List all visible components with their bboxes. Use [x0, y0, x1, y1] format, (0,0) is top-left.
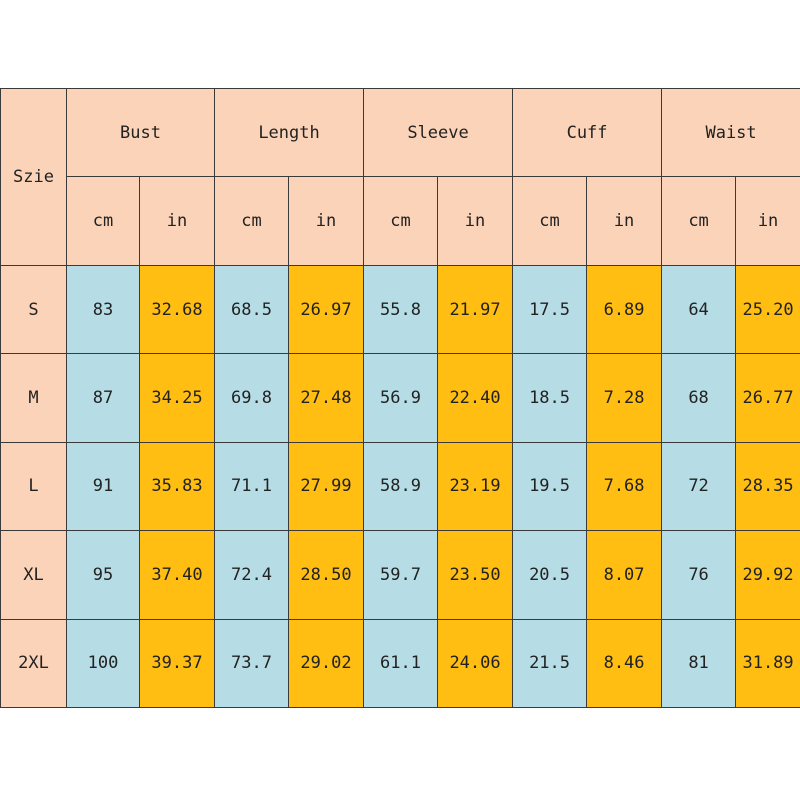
cuff-cm-cell: 19.5	[512, 441, 588, 532]
unit-header: in	[586, 176, 663, 266]
waist-cm-cell: 68	[661, 353, 737, 443]
sleeve-in-cell: 23.19	[437, 441, 514, 532]
size-label: 2XL	[0, 618, 67, 709]
waist-in-cell: 25.20	[735, 264, 800, 355]
waist-cm-cell: 76	[661, 530, 737, 620]
table-row: L 91 35.83 71.1 27.99 58.9 23.19 19.5 7.…	[0, 441, 800, 532]
unit-header: in	[735, 176, 800, 266]
cuff-in-cell: 8.07	[586, 530, 663, 620]
waist-in-cell: 29.92	[735, 530, 800, 620]
waist-in-cell: 28.35	[735, 441, 800, 532]
table-row: XL 95 37.40 72.4 28.50 59.7 23.50 20.5 8…	[0, 530, 800, 620]
bust-in-cell: 32.68	[138, 264, 216, 355]
length-cm-cell: 68.5	[214, 264, 290, 355]
length-cm-cell: 69.8	[214, 353, 290, 443]
waist-cm-cell: 64	[661, 264, 737, 355]
length-in-cell: 29.02	[288, 618, 365, 709]
unit-header: cm	[214, 176, 290, 266]
cuff-cm-cell: 21.5	[512, 618, 588, 709]
waist-in-cell: 26.77	[735, 353, 800, 443]
unit-header-row: cm in cm in cm in cm in cm in	[1, 176, 800, 266]
length-cm-cell: 71.1	[214, 441, 290, 532]
unit-header: cm	[512, 176, 588, 266]
bust-cm-cell: 95	[66, 530, 140, 620]
length-cm-cell: 73.7	[214, 618, 290, 709]
table-row: S 83 32.68 68.5 26.97 55.8 21.97 17.5 6.…	[0, 264, 800, 355]
length-in-cell: 27.48	[288, 353, 365, 443]
size-chart: Szie Bust Length Sleeve Cuff Waist cm in…	[0, 87, 800, 709]
unit-header: cm	[363, 176, 439, 266]
sleeve-in-cell: 22.40	[437, 353, 514, 443]
bust-group-header: Bust	[65, 87, 216, 178]
cuff-in-cell: 6.89	[586, 264, 663, 355]
cuff-in-cell: 7.68	[586, 441, 663, 532]
length-in-cell: 26.97	[288, 264, 365, 355]
waist-group-header: Waist	[661, 87, 800, 178]
sleeve-cm-cell: 59.7	[363, 530, 439, 620]
bust-cm-cell: 91	[66, 441, 140, 532]
unit-header: cm	[661, 176, 737, 266]
waist-cm-cell: 81	[661, 618, 737, 709]
sleeve-cm-cell: 56.9	[363, 353, 439, 443]
bust-cm-cell: 100	[66, 618, 140, 709]
size-label: L	[0, 441, 67, 532]
size-column-header: Szie	[0, 88, 67, 266]
size-label: XL	[0, 530, 67, 620]
sleeve-in-cell: 24.06	[437, 618, 514, 709]
bust-cm-cell: 87	[66, 353, 140, 443]
sleeve-in-cell: 21.97	[437, 264, 514, 355]
bust-in-cell: 34.25	[138, 353, 216, 443]
bust-in-cell: 37.40	[138, 530, 216, 620]
bust-in-cell: 35.83	[138, 441, 216, 532]
length-group-header: Length	[214, 87, 365, 178]
waist-in-cell: 31.89	[735, 618, 800, 709]
unit-header: in	[138, 176, 216, 266]
cuff-in-cell: 7.28	[586, 353, 663, 443]
sleeve-group-header: Sleeve	[363, 87, 514, 178]
cuff-cm-cell: 17.5	[512, 264, 588, 355]
group-header-row: Szie Bust Length Sleeve Cuff Waist	[0, 87, 800, 266]
size-label: M	[0, 353, 67, 443]
table-row: M 87 34.25 69.8 27.48 56.9 22.40 18.5 7.…	[0, 353, 800, 443]
sleeve-cm-cell: 55.8	[363, 264, 439, 355]
length-in-cell: 28.50	[288, 530, 365, 620]
unit-header: cm	[66, 176, 140, 266]
size-table: Szie Bust Length Sleeve Cuff Waist cm in…	[0, 87, 800, 709]
bust-in-cell: 39.37	[138, 618, 216, 709]
cuff-cm-cell: 18.5	[512, 353, 588, 443]
length-in-cell: 27.99	[288, 441, 365, 532]
length-cm-cell: 72.4	[214, 530, 290, 620]
sleeve-in-cell: 23.50	[437, 530, 514, 620]
cuff-cm-cell: 20.5	[512, 530, 588, 620]
table-row: 2XL 100 39.37 73.7 29.02 61.1 24.06 21.5…	[0, 618, 800, 709]
cuff-group-header: Cuff	[512, 87, 663, 178]
sleeve-cm-cell: 58.9	[363, 441, 439, 532]
sleeve-cm-cell: 61.1	[363, 618, 439, 709]
unit-header: in	[437, 176, 514, 266]
size-label: S	[0, 264, 67, 355]
bust-cm-cell: 83	[66, 264, 140, 355]
unit-header: in	[288, 176, 365, 266]
waist-cm-cell: 72	[661, 441, 737, 532]
cuff-in-cell: 8.46	[586, 618, 663, 709]
